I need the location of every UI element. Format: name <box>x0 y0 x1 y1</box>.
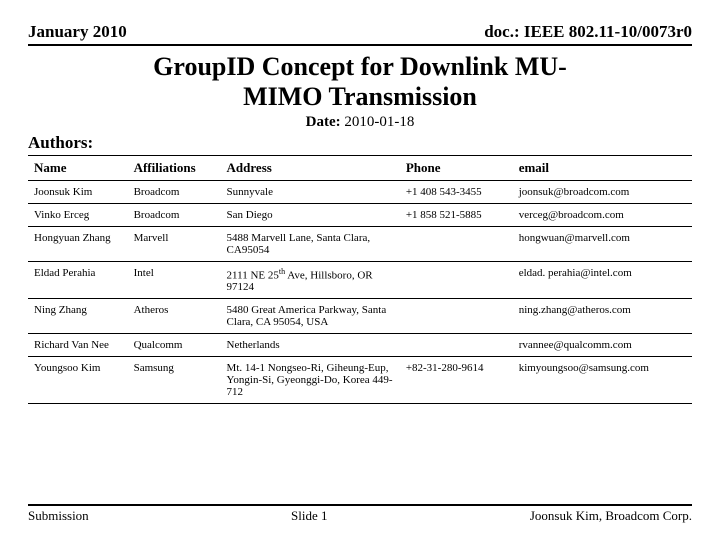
cell-phone <box>400 261 513 299</box>
cell-affil: Samsung <box>128 357 221 404</box>
title-line-1: GroupID Concept for Downlink MU- <box>153 52 567 81</box>
cell-name: Ning Zhang <box>28 299 128 334</box>
cell-email: hongwuan@marvell.com <box>513 226 692 261</box>
page-title: GroupID Concept for Downlink MU- MIMO Tr… <box>28 52 692 112</box>
authors-label: Authors: <box>28 133 692 153</box>
cell-addr: 5480 Great America Parkway, Santa Clara,… <box>221 299 400 334</box>
authors-table: Name Affiliations Address Phone email Jo… <box>28 155 692 405</box>
table-row: Eldad Perahia Intel 2111 NE 25th Ave, Hi… <box>28 261 692 299</box>
cell-affil: Atheros <box>128 299 221 334</box>
table-row: Richard Van Nee Qualcomm Netherlands rva… <box>28 334 692 357</box>
cell-addr: 5488 Marvell Lane, Santa Clara, CA95054 <box>221 226 400 261</box>
col-name: Name <box>28 155 128 180</box>
date-label: Date: <box>306 114 341 130</box>
footer-center: Slide 1 <box>291 508 327 524</box>
cell-addr: 2111 NE 25th Ave, Hillsboro, OR 97124 <box>221 261 400 299</box>
cell-affil: Marvell <box>128 226 221 261</box>
cell-affil: Broadcom <box>128 180 221 203</box>
cell-phone <box>400 226 513 261</box>
date-value: 2010-01-18 <box>341 114 415 130</box>
cell-addr: Sunnyvale <box>221 180 400 203</box>
header-date: January 2010 <box>28 22 127 42</box>
cell-phone <box>400 299 513 334</box>
cell-addr: San Diego <box>221 203 400 226</box>
cell-email: eldad. perahia@intel.com <box>513 261 692 299</box>
col-email: email <box>513 155 692 180</box>
cell-name: Joonsuk Kim <box>28 180 128 203</box>
cell-name: Vinko Erceg <box>28 203 128 226</box>
cell-name: Eldad Perahia <box>28 261 128 299</box>
title-line-2: MIMO Transmission <box>243 82 477 111</box>
table-row: Youngsoo Kim Samsung Mt. 14-1 Nongseo-Ri… <box>28 357 692 404</box>
table-header-row: Name Affiliations Address Phone email <box>28 155 692 180</box>
cell-affil: Intel <box>128 261 221 299</box>
cell-phone: +1 408 543-3455 <box>400 180 513 203</box>
cell-email: ning.zhang@atheros.com <box>513 299 692 334</box>
footer-row: Submission Slide 1 Joonsuk Kim, Broadcom… <box>28 504 692 524</box>
table-row: Hongyuan Zhang Marvell 5488 Marvell Lane… <box>28 226 692 261</box>
cell-email: joonsuk@broadcom.com <box>513 180 692 203</box>
col-addr: Address <box>221 155 400 180</box>
date-row: Date: 2010-01-18 <box>28 114 692 131</box>
cell-phone: +1 858 521-5885 <box>400 203 513 226</box>
cell-email: rvannee@qualcomm.com <box>513 334 692 357</box>
table-row: Ning Zhang Atheros 5480 Great America Pa… <box>28 299 692 334</box>
cell-name: Youngsoo Kim <box>28 357 128 404</box>
cell-phone: +82-31-280-9614 <box>400 357 513 404</box>
table-row: Joonsuk Kim Broadcom Sunnyvale +1 408 54… <box>28 180 692 203</box>
table-row: Vinko Erceg Broadcom San Diego +1 858 52… <box>28 203 692 226</box>
cell-affil: Broadcom <box>128 203 221 226</box>
header-row: January 2010 doc.: IEEE 802.11-10/0073r0 <box>28 22 692 46</box>
cell-addr: Mt. 14-1 Nongseo-Ri, Giheung-Eup, Yongin… <box>221 357 400 404</box>
col-phone: Phone <box>400 155 513 180</box>
cell-name: Hongyuan Zhang <box>28 226 128 261</box>
col-affil: Affiliations <box>128 155 221 180</box>
cell-name: Richard Van Nee <box>28 334 128 357</box>
header-doc: doc.: IEEE 802.11-10/0073r0 <box>484 22 692 42</box>
cell-email: verceg@broadcom.com <box>513 203 692 226</box>
cell-email: kimyoungsoo@samsung.com <box>513 357 692 404</box>
footer-left: Submission <box>28 508 89 524</box>
cell-addr: Netherlands <box>221 334 400 357</box>
cell-phone <box>400 334 513 357</box>
footer-right: Joonsuk Kim, Broadcom Corp. <box>530 508 692 524</box>
cell-affil: Qualcomm <box>128 334 221 357</box>
